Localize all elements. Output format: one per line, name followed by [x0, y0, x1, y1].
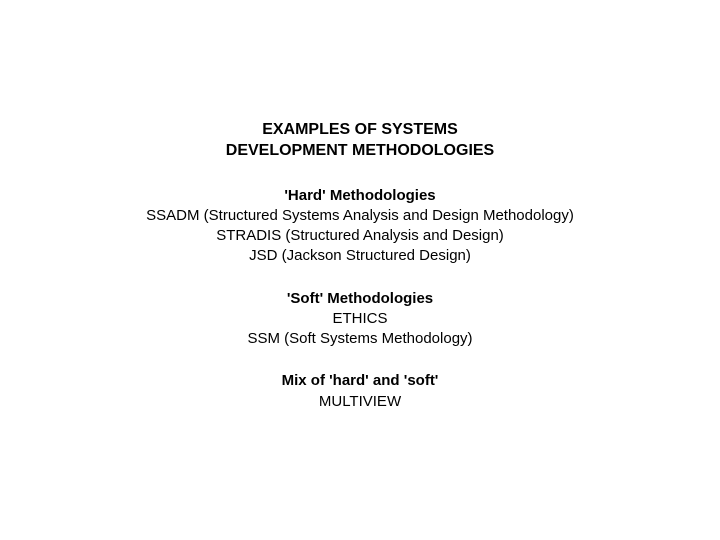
page-title: EXAMPLES OF SYSTEMS DEVELOPMENT METHODOL…: [226, 120, 494, 162]
section-item: SSADM (Structured Systems Analysis and D…: [146, 206, 574, 226]
section-hard: 'Hard' Methodologies SSADM (Structured S…: [146, 186, 574, 267]
section-item: MULTIVIEW: [282, 392, 439, 412]
title-line-1: EXAMPLES OF SYSTEMS: [226, 120, 494, 141]
section-item: STRADIS (Structured Analysis and Design): [146, 226, 574, 246]
section-heading: 'Hard' Methodologies: [146, 186, 574, 206]
section-mix: Mix of 'hard' and 'soft' MULTIVIEW: [282, 371, 439, 412]
section-item: JSD (Jackson Structured Design): [146, 246, 574, 266]
section-item: ETHICS: [247, 309, 472, 329]
section-soft: 'Soft' Methodologies ETHICS SSM (Soft Sy…: [247, 289, 472, 350]
title-line-2: DEVELOPMENT METHODOLOGIES: [226, 141, 494, 162]
section-heading: Mix of 'hard' and 'soft': [282, 371, 439, 391]
section-item: SSM (Soft Systems Methodology): [247, 329, 472, 349]
section-heading: 'Soft' Methodologies: [247, 289, 472, 309]
